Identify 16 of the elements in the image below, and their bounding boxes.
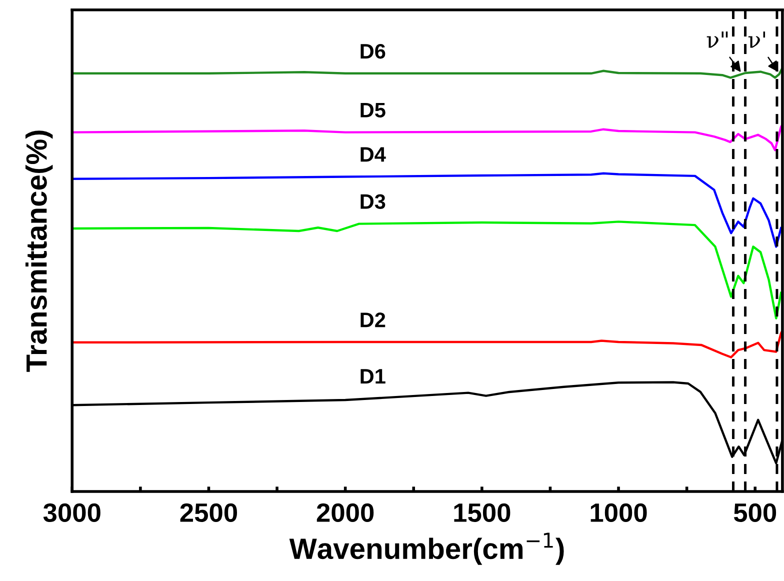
x-tick-label: 2000 [316,503,374,522]
series-label: D4 [360,147,386,162]
annotation: ν' [748,32,766,48]
series-label: D3 [360,194,386,209]
x-tick-label: 3000 [43,503,100,522]
x-tick-label: 1500 [454,503,510,522]
series-label: D2 [360,312,386,328]
series-label: D5 [360,102,386,118]
x-tick-label: 1000 [590,503,647,522]
series-label: D1 [360,369,386,384]
x-tick-label: 500 [734,503,776,522]
y-axis-title: Transmittance(%) [25,130,53,372]
annotation: ν" [706,32,728,48]
series-label: D6 [360,44,386,59]
x-tick-label: 2500 [180,503,237,522]
x-axis-title: Wavenumber(cm$^{−1}$) [289,532,564,565]
